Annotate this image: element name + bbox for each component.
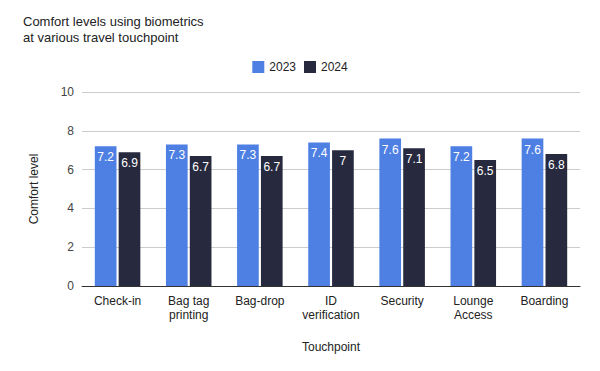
svg-text:Comfort levels using biometric: Comfort levels using biometrics (23, 14, 204, 29)
svg-text:6.9: 6.9 (121, 156, 138, 170)
svg-text:7: 7 (340, 154, 347, 168)
svg-text:7.6: 7.6 (524, 143, 541, 157)
svg-text:10: 10 (61, 85, 75, 99)
svg-text:7.6: 7.6 (382, 143, 399, 157)
svg-text:7.3: 7.3 (168, 148, 185, 162)
svg-text:4: 4 (67, 201, 74, 215)
svg-text:6: 6 (67, 163, 74, 177)
svg-text:8: 8 (67, 124, 74, 138)
svg-text:7.1: 7.1 (406, 152, 423, 166)
svg-text:7.2: 7.2 (97, 150, 114, 164)
svg-text:7.4: 7.4 (311, 146, 328, 160)
svg-text:6.7: 6.7 (192, 160, 209, 174)
svg-text:6.7: 6.7 (263, 160, 280, 174)
svg-text:Touchpoint: Touchpoint (302, 340, 361, 354)
svg-text:Access: Access (454, 308, 493, 322)
svg-text:verification: verification (302, 308, 359, 322)
svg-text:6.8: 6.8 (548, 158, 565, 172)
svg-text:2024: 2024 (321, 60, 348, 74)
svg-text:2023: 2023 (269, 60, 296, 74)
svg-text:Comfort level: Comfort level (27, 154, 41, 225)
svg-text:7.2: 7.2 (453, 150, 470, 164)
svg-text:Lounge: Lounge (453, 294, 493, 308)
svg-text:0: 0 (67, 279, 74, 293)
svg-text:Check-in: Check-in (94, 294, 141, 308)
svg-text:7.3: 7.3 (240, 148, 257, 162)
svg-text:Bag tag: Bag tag (168, 294, 209, 308)
svg-text:Bag-drop: Bag-drop (235, 294, 285, 308)
svg-text:printing: printing (169, 308, 208, 322)
svg-text:6.5: 6.5 (477, 164, 494, 178)
svg-text:Security: Security (380, 294, 423, 308)
svg-text:ID: ID (325, 294, 337, 308)
svg-text:2: 2 (67, 240, 74, 254)
svg-text:Boarding: Boarding (520, 294, 568, 308)
svg-text:at various travel touchpoint: at various travel touchpoint (23, 30, 179, 45)
